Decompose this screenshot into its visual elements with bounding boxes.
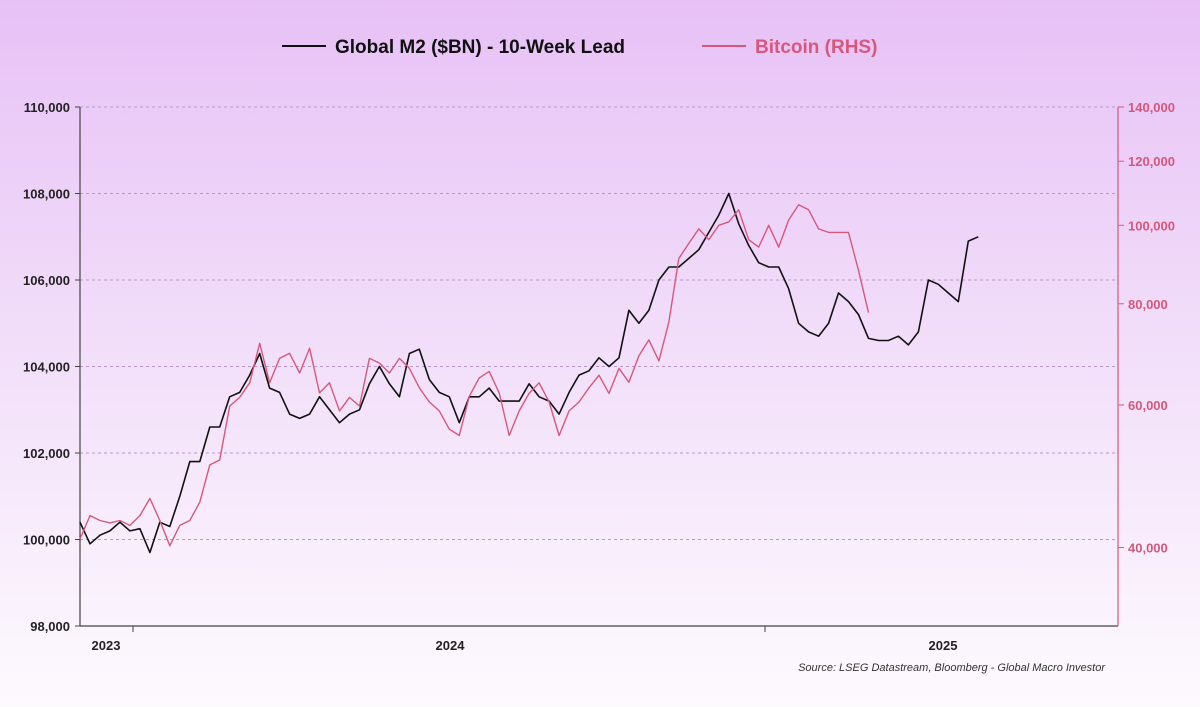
legend-label-bitcoin: Bitcoin (RHS) [755, 37, 877, 58]
left-tick-label: 102,000 [23, 446, 70, 461]
right-tick-label: 140,000 [1128, 100, 1175, 115]
left-tick-label: 98,000 [30, 619, 70, 634]
right-tick-label: 80,000 [1128, 297, 1168, 312]
series-lines [79, 192, 979, 554]
axes: 98,000 100,000 102,000 104,000 106,000 108,00… [23, 100, 1175, 653]
left-tick-label: 100,000 [23, 533, 70, 548]
source-note: Source: LSEG Datastream, Bloomberg - Glo… [798, 662, 1106, 674]
grid [80, 106, 1118, 540]
right-tick-label: 60,000 [1128, 398, 1168, 413]
series-line-global-m2 [79, 192, 979, 554]
series-line-bitcoin [79, 204, 870, 547]
right-tick-label: 40,000 [1128, 541, 1168, 556]
right-tick-label: 100,000 [1128, 218, 1175, 233]
right-tick-label: 120,000 [1128, 154, 1175, 169]
left-tick-label: 108,000 [23, 187, 70, 202]
left-tick-label: 104,000 [23, 360, 70, 375]
left-tick-label: 110,000 [24, 100, 70, 115]
x-tick-label: 2025 [929, 638, 958, 653]
x-tick-label: 2024 [436, 638, 466, 653]
legend-label-m2: Global M2 ($BN) - 10-Week Lead [335, 37, 625, 58]
x-tick-label: 2023 [92, 638, 121, 653]
legend: Global M2 ($BN) - 10-Week Lead Bitcoin (… [282, 37, 877, 58]
left-tick-label: 106,000 [23, 273, 70, 288]
